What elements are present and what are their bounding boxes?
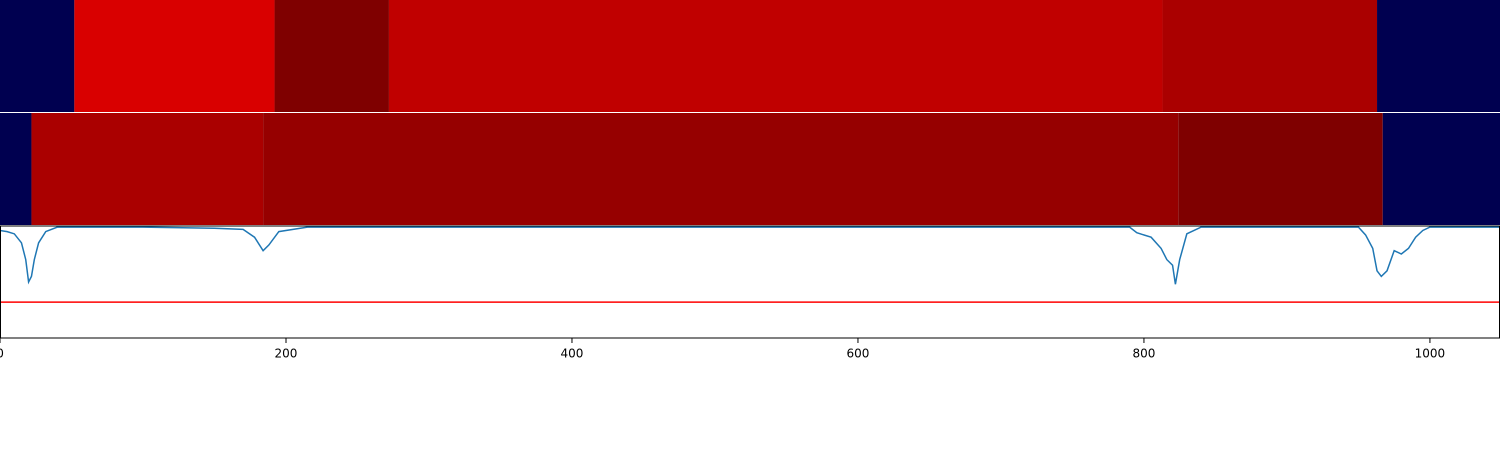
x-tick-label: 800 <box>1132 347 1155 361</box>
band-segment <box>1382 113 1500 225</box>
band-segment <box>1377 0 1500 112</box>
band-segment <box>1178 113 1383 225</box>
x-tick-label: 400 <box>561 347 584 361</box>
band-segment <box>0 0 75 112</box>
band-segment <box>0 113 32 225</box>
x-tick-label: 1000 <box>1415 347 1446 361</box>
band-segment <box>263 113 1179 225</box>
band-segment <box>388 0 1163 112</box>
line-series <box>0 226 1500 285</box>
band-segment <box>74 0 275 112</box>
x-tick-label: 600 <box>847 347 870 361</box>
x-tick-label: 200 <box>275 347 298 361</box>
band-segment <box>1162 0 1378 112</box>
band-segment <box>274 0 389 112</box>
x-tick-label: 0 <box>0 347 4 361</box>
axes-frame <box>0 225 1500 339</box>
band-segment <box>31 113 264 225</box>
